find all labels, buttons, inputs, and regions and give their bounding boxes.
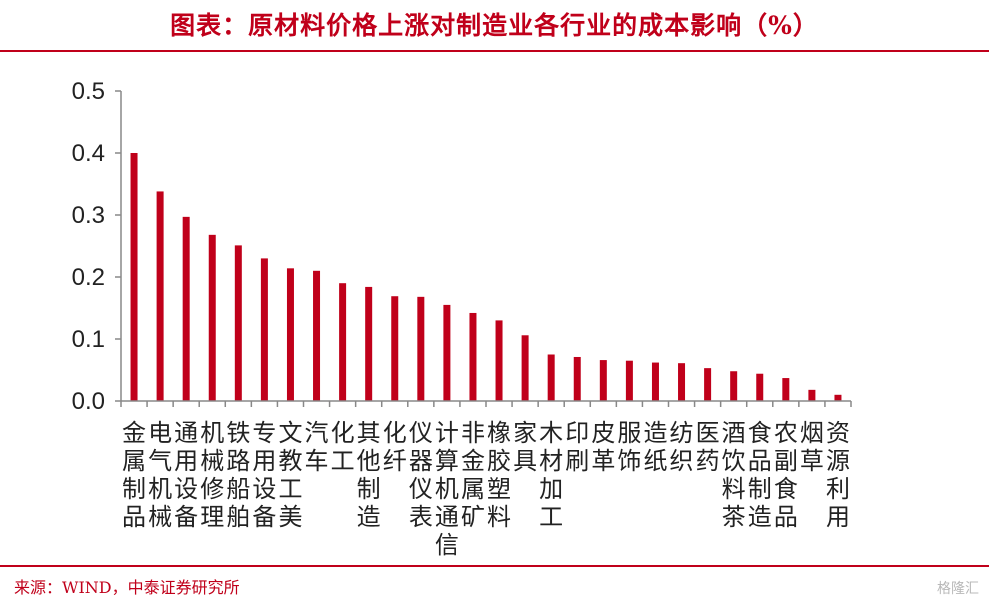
watermark: 格隆汇 [937,581,979,597]
bar-14 [495,320,503,401]
category-label: 机械修理 [200,419,224,531]
category-label: 食品制造 [748,419,772,531]
category-label: 皮革 [591,419,615,475]
category-label: 烟草 [800,419,824,475]
y-tick-label: 0.0 [72,388,105,415]
footer-divider [0,565,989,567]
bar-8 [339,283,347,401]
y-tick-label: 0.2 [72,264,105,291]
bar-chart: 0.0 0.1 0.2 0.3 0.4 0.5 金属制品电气机械通用设备机械修理铁路船舶专… [72,78,852,559]
category-label: 资源利用 [826,419,850,531]
bar-21 [678,363,686,401]
bar-2 [182,216,190,401]
bar-4 [234,245,242,401]
bar-20 [651,362,659,401]
category-label: 医药 [696,419,720,475]
bar-16 [547,354,555,401]
bar-9 [365,286,373,401]
category-label: 计算机通信 [435,419,459,559]
y-tick-label: 0.1 [72,326,105,353]
bar-0 [130,153,138,401]
category-label: 纺织 [670,419,694,475]
bar-17 [573,356,581,401]
category-label: 非金属矿 [461,419,485,531]
category-label: 铁路船舶 [226,419,250,531]
bar-22 [704,368,712,401]
category-label: 木材加工 [539,419,563,531]
category-label: 农副食品 [774,419,798,531]
bar-12 [443,304,451,401]
bar-15 [521,335,529,401]
category-label: 其他制造 [357,419,381,531]
source-note: 来源：WIND，中泰证券研究所 [14,578,240,597]
bar-25 [782,378,790,401]
bar-19 [625,360,633,401]
category-label: 文教工美 [278,419,302,531]
category-label: 家具 [513,419,537,475]
bar-1 [156,191,164,401]
bar-11 [417,296,425,401]
chart-title: 图表：原材料价格上涨对制造业各行业的成本影响（%） [170,11,819,40]
bar-3 [208,234,216,401]
category-label: 汽车 [305,419,329,475]
bar-10 [391,296,399,401]
category-label: 印刷 [565,419,589,475]
bar-5 [260,258,268,401]
category-label: 仪器仪表 [409,419,433,531]
y-tick-label: 0.4 [72,140,105,167]
bar-18 [599,360,607,401]
category-label: 电气机械 [148,419,172,531]
bar-24 [756,373,764,401]
bar-27 [834,394,842,401]
category-label: 酒饮料茶 [722,419,746,531]
category-label: 通用设备 [174,419,198,531]
category-label: 造纸 [643,419,667,475]
y-tick-label: 0.3 [72,202,105,229]
bar-7 [313,270,321,401]
category-label: 橡胶塑料 [487,419,511,531]
bar-26 [808,389,816,401]
y-tick-label: 0.5 [72,78,105,105]
category-labels: 金属制品电气机械通用设备机械修理铁路船舶专用设备文教工美汽车化工其他制造化纤仪器… [122,419,850,559]
category-label: 专用设备 [252,419,276,531]
category-label: 服饰 [617,419,641,475]
x-axis [120,400,852,407]
bar-6 [286,268,294,401]
category-label: 金属制品 [122,419,146,531]
category-label: 化纤 [383,419,407,475]
category-label: 化工 [331,419,355,475]
bar-13 [469,312,477,401]
y-axis: 0.0 0.1 0.2 0.3 0.4 0.5 [72,78,122,415]
bar-23 [730,371,738,401]
bars [130,153,842,401]
header-divider [0,50,989,52]
